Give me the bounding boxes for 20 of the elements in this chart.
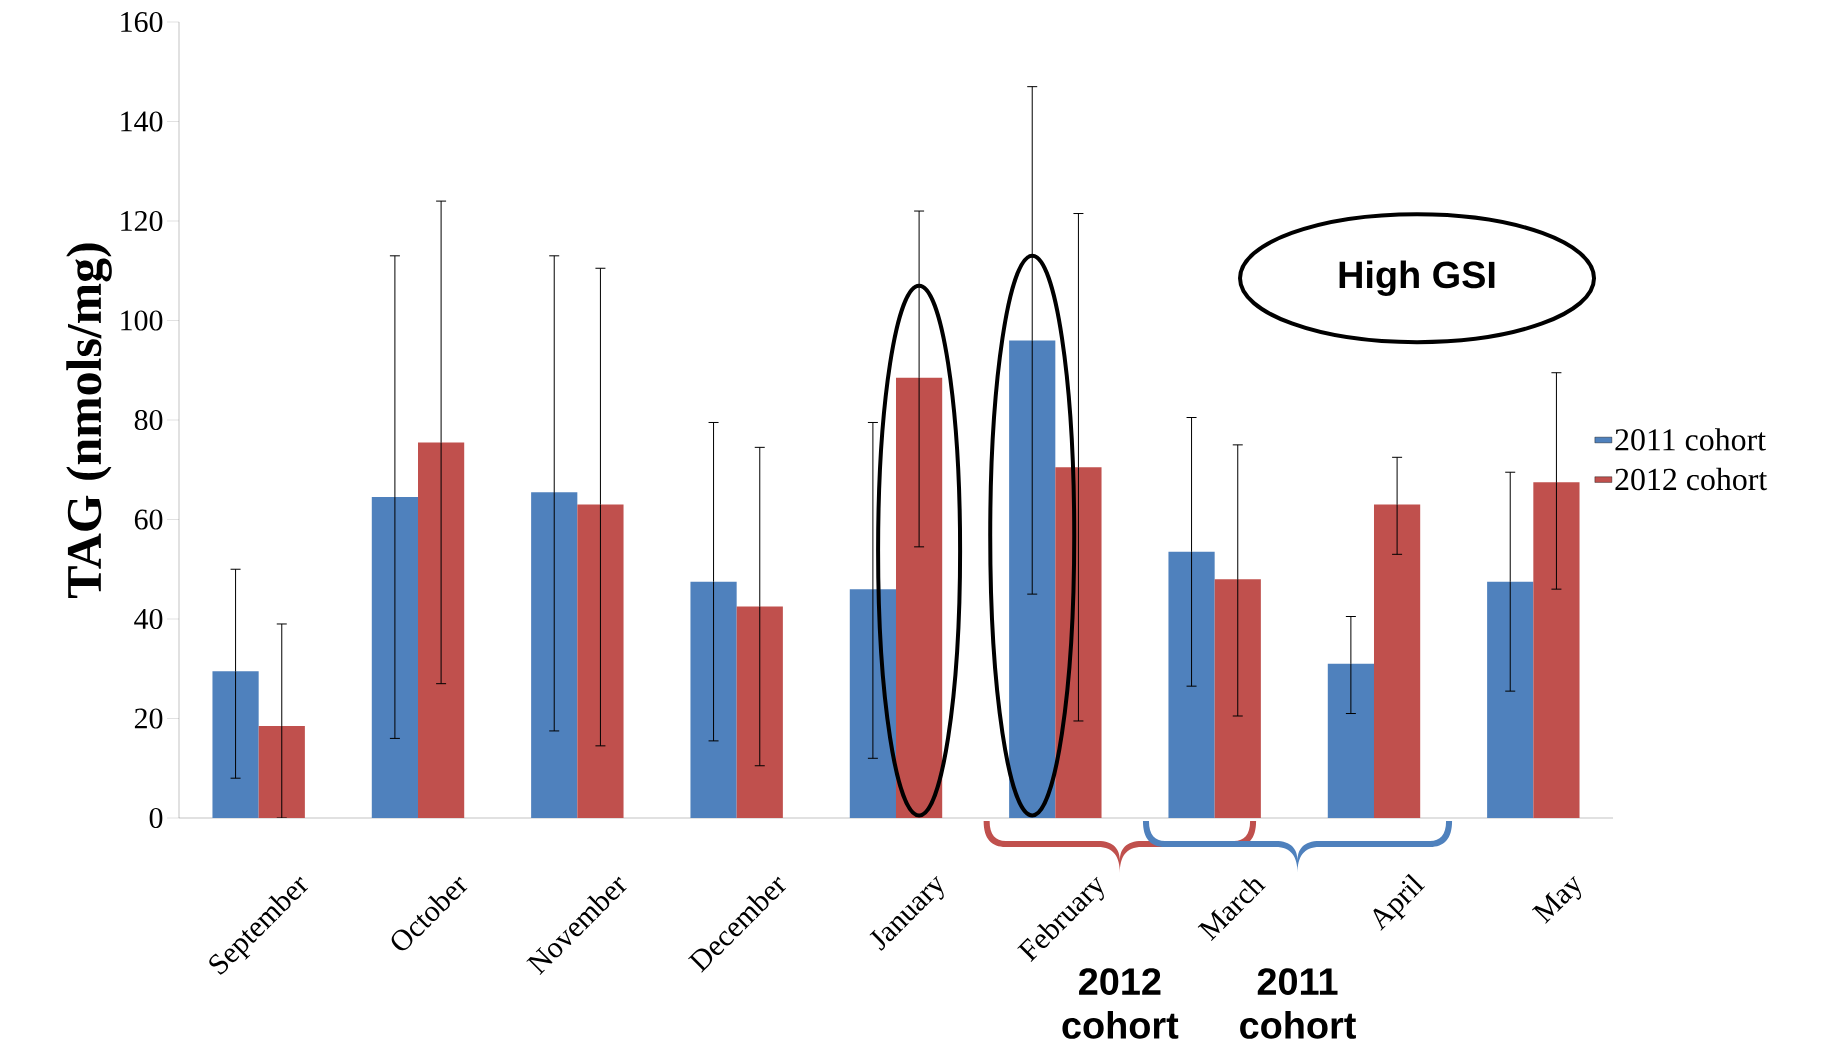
bar bbox=[1327, 663, 1374, 818]
text: 2011 cohort bbox=[1240, 968, 1356, 1039]
y-tick-label: 120 bbox=[121, 210, 163, 232]
y-tick-label: 100 bbox=[121, 310, 163, 331]
bar bbox=[1533, 482, 1580, 818]
y-axis-title: TAG (nmols/mg) bbox=[66, 243, 112, 598]
x-tick-label: May bbox=[1531, 875, 1582, 924]
legend-label: 2011 cohort bbox=[1615, 428, 1766, 451]
annotation: High GSI bbox=[1339, 260, 1495, 296]
y-tick-label: 60 bbox=[134, 509, 163, 530]
bar bbox=[1373, 504, 1421, 818]
legend-label: 2012 cohort bbox=[1615, 467, 1768, 491]
y-tick-label: 0 bbox=[149, 807, 163, 829]
bar bbox=[1487, 581, 1534, 818]
y-tick-label: 140 bbox=[121, 111, 163, 132]
y-tick-label: 80 bbox=[134, 409, 163, 431]
text: 2012 cohort bbox=[1062, 968, 1179, 1039]
y-tick-label: 160 bbox=[121, 11, 163, 33]
y-tick-label: 40 bbox=[134, 608, 163, 630]
y-tick-label: 20 bbox=[134, 708, 163, 729]
